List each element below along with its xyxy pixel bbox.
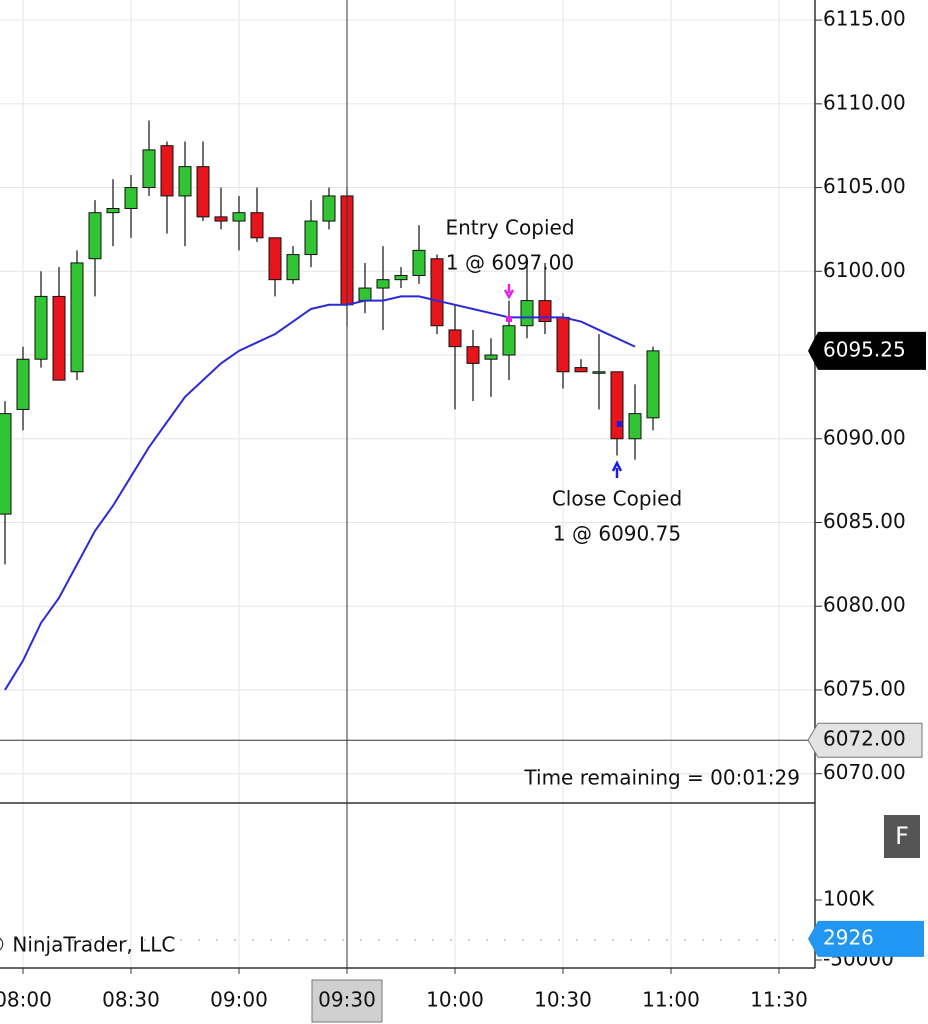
annotation: 1 @ 6097.00 (446, 251, 574, 275)
y-tick-label: 6110.00 (823, 90, 906, 114)
candle-body (484, 354, 498, 360)
last-price-box (808, 331, 926, 370)
candle-body (646, 350, 660, 419)
candle-body (142, 149, 156, 189)
y-tick-label: 100K (823, 887, 875, 911)
candle-body (124, 187, 138, 209)
candle-body (430, 258, 444, 327)
flag: F (895, 822, 909, 850)
candle-body (448, 329, 462, 348)
crosshair-x-box (311, 979, 383, 1023)
candle-body (304, 220, 318, 256)
x-tick-label: 11:30 (750, 988, 808, 1012)
candle-body (556, 316, 570, 373)
candle-body (0, 413, 12, 515)
y-tick-label: 6070.00 (823, 760, 906, 784)
x-tick-label: 10:00 (426, 988, 484, 1012)
candle-body (232, 212, 246, 222)
last-volume-box (808, 920, 924, 957)
x-tick-label: 08:30 (102, 988, 160, 1012)
copyright: © NinjaTrader, LLC (0, 933, 175, 957)
last-volume-label: 2926 (823, 925, 874, 949)
annotation: Entry Copied (445, 216, 574, 240)
crosshair-price-label: 6072.00 (823, 727, 906, 751)
price-pane (0, 120, 815, 741)
candle-body (286, 254, 300, 281)
last-price-label: 6095.25 (823, 337, 906, 361)
candle-body (16, 358, 30, 410)
x-tick-label: 08:00 (0, 988, 52, 1012)
y-tick-label: 6090.00 (823, 425, 906, 449)
candle-body (592, 371, 606, 374)
candle-body (358, 287, 372, 302)
candle-body (376, 279, 390, 289)
candle-body (160, 145, 174, 197)
candle-body (214, 216, 228, 222)
candle-body (412, 249, 426, 276)
candle-body (574, 367, 588, 373)
x-tick-label: 09:30 (318, 988, 376, 1012)
moving-average (4, 295, 636, 691)
candle-body (538, 300, 552, 323)
x-tick-label: 11:00 (642, 988, 700, 1012)
time-remaining: Time remaining = 00:01:29 (523, 766, 800, 790)
candle-body (466, 346, 480, 364)
candle-body (52, 295, 66, 381)
annotation: 1 @ 6090.75 (553, 522, 681, 546)
candle-body (250, 212, 264, 239)
crosshair-price-box (807, 722, 923, 758)
candle-body (628, 413, 642, 440)
y-tick-label: 6100.00 (823, 258, 906, 282)
candle-body (88, 212, 102, 260)
candle-body (322, 195, 336, 222)
candle-body (106, 207, 120, 214)
candle-body (502, 325, 516, 356)
candle-body (70, 262, 84, 373)
candle-body (268, 237, 282, 281)
flag-box (884, 815, 920, 858)
axes: 6070.00 6075.00 6080.00 6085.00 6090.00 6095.… (0, 7, 926, 1023)
x-tick-label: 10:30 (534, 988, 592, 1012)
y-tick-label: 6105.00 (823, 174, 906, 198)
y-tick-label: 6085.00 (823, 509, 906, 533)
candle-body (520, 300, 534, 327)
candle-body (394, 274, 408, 281)
entry-marker (506, 316, 512, 322)
y-tick-label: 6080.00 (823, 593, 906, 617)
annotation: Close Copied (552, 487, 682, 511)
candle-body (34, 295, 48, 360)
candle-body (178, 166, 192, 197)
y-tick-label: 6075.00 (823, 676, 906, 700)
close-arrow (611, 460, 623, 478)
y-tick-label: 6115.00 (823, 7, 906, 31)
x-tick-label: 09:00 (210, 988, 268, 1012)
entry-arrow (503, 284, 515, 300)
candle-body (196, 166, 210, 218)
close-marker (617, 421, 622, 427)
candle-body (610, 371, 624, 440)
